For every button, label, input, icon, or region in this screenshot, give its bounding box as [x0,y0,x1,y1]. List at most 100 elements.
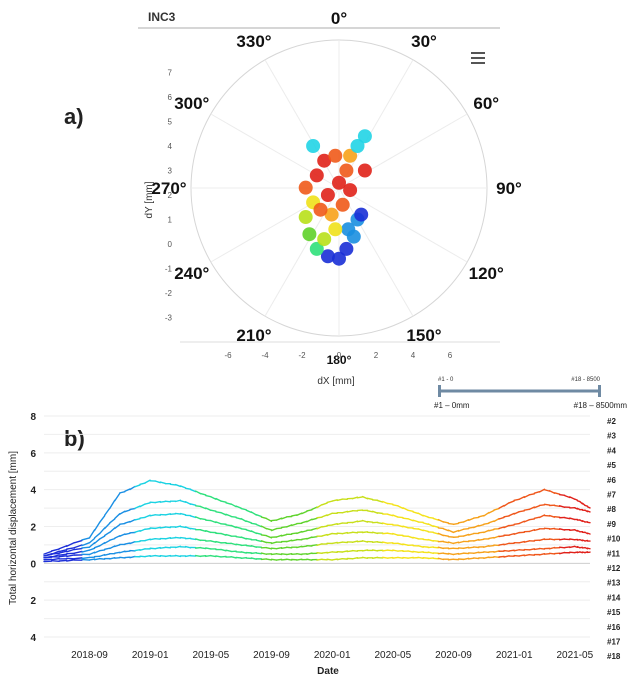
time-series-line-segment [260,540,268,544]
time-series-line-segment [457,552,465,555]
time-series-line-segment [134,529,141,533]
time-series-line-segment [225,549,232,552]
time-series-line-segment [174,545,182,549]
time-series-line-segment [498,555,505,558]
time-series-line-segment [371,531,379,535]
time-series-line-segment [382,541,389,544]
polar-angle-label: 330° [236,32,271,51]
time-series-line-segment [321,551,328,554]
polar-data-point [313,202,328,217]
time-series-line-segment [326,512,333,517]
time-series-line-segment [427,538,434,542]
time-series-line-segment [275,558,283,561]
time-series-line-segment [144,538,151,542]
time-series-line-segment [493,517,500,523]
time-series-line-segment [149,514,156,517]
time-series-line-segment [306,558,313,561]
time-series-y-axis-label: Total horizontal displacement [mm] [8,451,19,605]
time-series-line-segment [179,525,187,529]
time-series-line-segment [275,517,283,521]
time-series-line-segment [371,549,379,552]
time-series-line-segment [483,551,490,554]
time-series-line-segment [220,532,227,536]
time-series-line-segment [508,524,515,527]
polar-x-ticks: -6 -4 -2 0 2 4 6 [180,341,500,360]
polar-data-point [343,148,358,163]
panel-label-b: b) [64,426,85,451]
time-series-line-segment [407,535,414,539]
time-series-line-segment [124,520,131,524]
polar-data-point [306,139,321,153]
time-series-line-segment [109,499,116,510]
time-series-line-segment [98,549,106,552]
time-series-line-segment [382,532,389,535]
polar-data-point [298,180,313,195]
time-series-line-segment [361,549,369,552]
time-series-line-segment [584,504,589,507]
time-series-line-segment [548,538,556,541]
time-series-line-segment [457,540,465,544]
time-series-legend-entry: #10 [607,535,621,544]
time-series-line-segment [586,505,591,509]
time-series-line-segment [452,522,460,526]
time-series-line-segment [285,558,293,561]
time-series-line-segment [285,524,293,528]
time-series-line-segment [220,511,227,516]
time-series-line-segment [402,507,409,511]
polar-angle-label: 210° [236,326,271,345]
polar-data-point [317,153,332,168]
time-series-line-segment [498,504,505,509]
time-series-line-segment [139,548,146,551]
time-series-line-segment [462,533,470,537]
polar-angle-label: 0° [331,9,347,28]
time-series-line-segment [361,519,369,523]
time-series-line-segment [483,544,490,548]
time-series-line-segment [225,513,232,517]
time-series-line-segment [215,521,222,525]
time-series-line-segment [422,522,429,525]
time-series-line-segment [586,547,591,550]
time-series-line-segment [513,522,520,525]
time-series-line-segment [174,512,182,515]
time-series-line-segment [144,479,151,484]
time-series-line-segment [250,511,258,516]
time-series-line-segment [134,484,141,488]
time-series-line-segment [523,554,531,557]
time-series-x-axis-label: Date [317,666,339,677]
time-series-line-segment [215,497,222,502]
polar-angle-label: 60° [473,94,499,113]
time-series-line-segment [134,517,141,521]
polar-y-tick-label: -1 [165,265,173,274]
polar-data-point [328,148,343,163]
time-series-line-segment [291,532,298,535]
time-series-legend-entry: #18 [607,652,621,661]
time-series-line-segment [473,538,480,542]
range-slider[interactable]: #1 - 0 #18 - 8500 #1 – 0mm #18 – 8500mm [434,377,627,410]
time-series-line-segment [260,516,268,520]
time-series-line-segment [179,500,187,503]
time-series-line-segment [533,528,541,532]
time-series-line-segment [528,548,536,551]
range-slider-end-handle[interactable] [598,385,601,397]
time-series-line-segment [194,538,202,542]
time-series-line-segment [73,547,83,551]
time-series-line-segment [427,523,434,528]
time-series-line-segment [184,554,192,558]
range-slider-start-handle[interactable] [438,385,441,397]
hamburger-icon[interactable] [471,52,485,64]
time-series-line-segment [250,552,258,555]
time-series-line-segment [275,553,283,556]
time-series-line-segment [184,501,192,505]
time-series-line-segment [245,529,252,533]
time-series-line-segment [508,549,515,552]
polar-data-point [298,210,313,225]
time-series-line-segment [250,544,258,548]
polar-angle-label: 30° [411,32,437,51]
time-series-line-segment [533,516,541,520]
time-series-line-segment [462,546,470,550]
time-series-line-segment [291,523,298,527]
time-series-line-segment [473,557,480,560]
time-series-line [43,551,591,563]
time-series-line-segment [316,503,323,509]
time-series-y-tick-label: 4 [30,633,36,644]
